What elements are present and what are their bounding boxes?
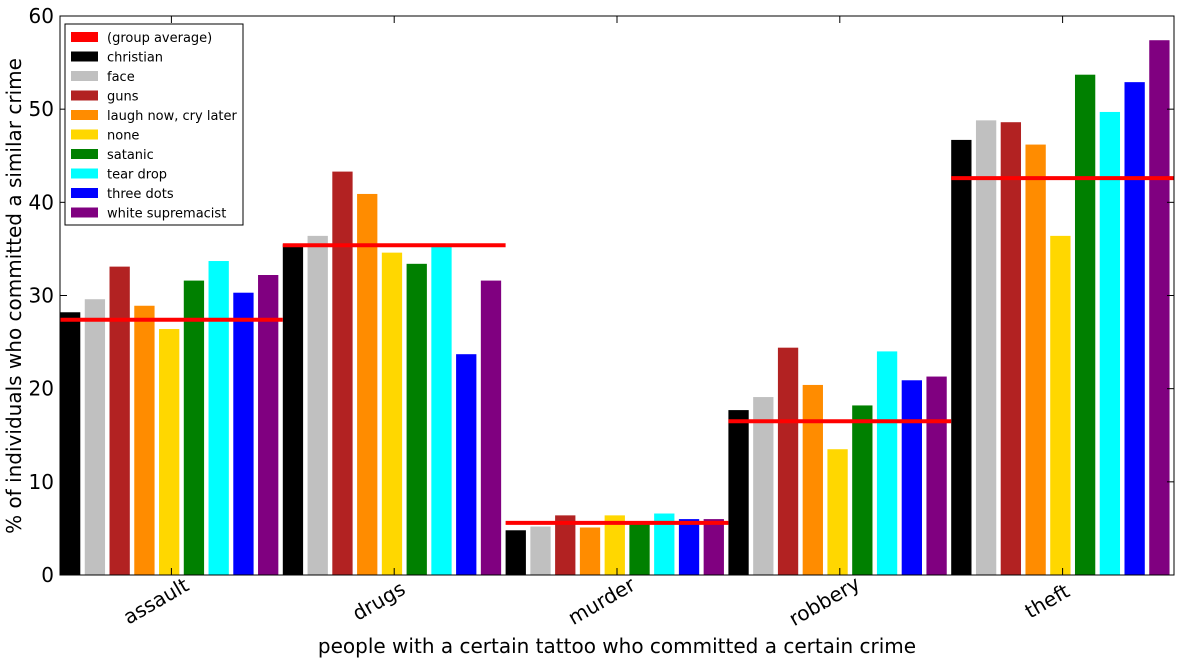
legend: (group average) christian face guns laugh no… (64, 23, 244, 226)
bar-drugs-guns (332, 171, 353, 575)
bar-theft-tear-drop (1099, 111, 1121, 576)
bar-theft-none (1050, 235, 1071, 575)
legend-label: (group average) (107, 31, 212, 46)
legend-label: white supremacist (107, 207, 226, 222)
bar-assault-white-supremacist (258, 275, 279, 575)
legend-swatch (71, 90, 98, 101)
legend-label: tear drop (107, 168, 167, 183)
bar-murder-guns (555, 515, 576, 575)
bar-theft-white-supremacist (1149, 40, 1170, 576)
bar-theft-satanic (1074, 74, 1096, 575)
legend-label: christian (107, 51, 163, 66)
bar-robbery-christian (728, 410, 749, 575)
legend-swatch (71, 51, 98, 62)
y-tick-label: 40 (29, 190, 54, 214)
y-axis: 0 10 20 30 40 50 60 (29, 4, 1174, 587)
y-tick-label: 0 (41, 563, 54, 587)
y-tick-label: 30 (29, 284, 54, 308)
bar-drugs-three-dots (456, 354, 477, 575)
bar-murder-white-supremacist (703, 519, 724, 575)
bar-drugs-satanic (406, 263, 427, 575)
bar-theft-guns (1000, 122, 1022, 576)
bar-assault-tear-drop (208, 261, 229, 575)
legend-swatch (71, 110, 98, 120)
bar-robbery-none (827, 449, 848, 575)
legend-label: satanic (107, 148, 154, 163)
legend-swatch (71, 207, 98, 218)
bar-murder-none (604, 515, 625, 575)
bar-assault-three-dots (233, 292, 254, 575)
legend-label: face (107, 70, 135, 85)
bar-drugs-none (381, 252, 403, 575)
bar-murder-tear-drop (654, 513, 675, 575)
bar-assault-guns (109, 266, 130, 575)
y-axis-label: % of individuals who committed a similar… (2, 58, 26, 534)
bar-robbery-laugh-now-cry-later (802, 384, 823, 575)
x-axis-label: people with a certain tattoo who committ… (318, 634, 916, 658)
y-tick-label: 60 (29, 4, 54, 28)
bar-drugs-white-supremacist (480, 280, 502, 575)
bar-assault-face (84, 299, 106, 575)
y-tick-label: 20 (29, 377, 54, 401)
bar-robbery-satanic (852, 405, 873, 575)
bar-robbery-three-dots (901, 380, 922, 575)
bar-drugs-tear-drop (431, 246, 452, 575)
legend-swatch (71, 32, 98, 42)
bar-murder-satanic (629, 521, 650, 575)
bar-murder-christian (505, 530, 526, 575)
bar-drugs-christian (282, 244, 304, 575)
legend-swatch (71, 168, 98, 179)
bar-drugs-face (307, 235, 328, 575)
average-lines-layer (60, 176, 1174, 525)
legend-swatch (71, 129, 98, 140)
y-tick-label: 10 (29, 470, 54, 494)
bar-robbery-white-supremacist (926, 376, 947, 575)
bar-theft-christian (951, 139, 972, 575)
bar-assault-christian (60, 312, 81, 575)
bar-murder-face (530, 526, 551, 575)
bar-drugs-laugh-now-cry-later (357, 193, 378, 575)
legend-label: none (107, 129, 139, 144)
bars-layer (60, 40, 1170, 576)
bar-robbery-face (753, 397, 774, 575)
bar-robbery-guns (777, 347, 799, 575)
y-tick-label: 50 (29, 97, 54, 121)
legend-swatch (71, 149, 98, 159)
bar-assault-satanic (183, 280, 205, 575)
bar-theft-face (975, 120, 997, 575)
bar-robbery-tear-drop (876, 351, 898, 575)
bar-theft-three-dots (1124, 82, 1145, 576)
legend-swatch (71, 188, 98, 198)
bar-assault-laugh-now-cry-later (134, 305, 155, 575)
legend-swatch (71, 71, 98, 81)
legend-label: three dots (107, 187, 174, 202)
bar-murder-laugh-now-cry-later (579, 527, 601, 575)
legend-label: guns (107, 90, 139, 105)
legend-label: laugh now, cry later (107, 109, 238, 124)
bar-assault-none (159, 329, 180, 575)
bar-theft-laugh-now-cry-later (1025, 144, 1046, 575)
bar-murder-three-dots (678, 519, 700, 575)
